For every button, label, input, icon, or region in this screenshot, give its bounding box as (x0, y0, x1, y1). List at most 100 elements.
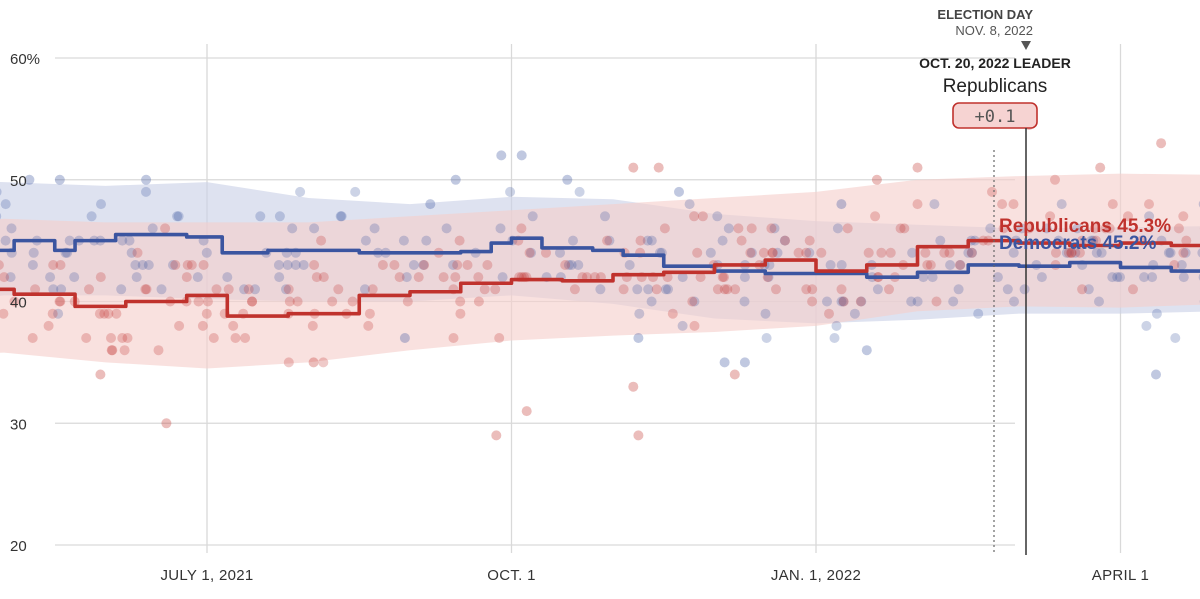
republicans-poll-dot (309, 260, 319, 270)
democrats-poll-dot (1, 199, 11, 209)
democrats-poll-dot (29, 248, 39, 258)
democrats-poll-dot (299, 260, 309, 270)
republicans-poll-dot (987, 187, 997, 197)
democrats-poll-dot (1107, 272, 1117, 282)
republicans-outlier-poll-dot (522, 406, 532, 416)
republicans-poll-dot (602, 236, 612, 246)
republicans-poll-dot (348, 297, 358, 307)
x-tick-label: APRIL 1 (1092, 567, 1149, 584)
republicans-poll-dot (450, 272, 460, 282)
republicans-poll-dot (439, 272, 449, 282)
democrats-poll-dot (498, 272, 508, 282)
democrats-poll-dot (1164, 248, 1174, 258)
republicans-outlier-poll-dot (95, 370, 105, 380)
republicans-poll-dot (452, 260, 462, 270)
republicans-poll-dot (154, 345, 164, 355)
democrats-outlier-poll-dot (517, 150, 527, 160)
democrats-poll-dot (399, 236, 409, 246)
republicans-poll-dot (284, 357, 294, 367)
republicans-poll-dot (414, 272, 424, 282)
republicans-poll-dot (1178, 211, 1188, 221)
republicans-poll-dot (766, 223, 776, 233)
republicans-poll-dot (899, 223, 909, 233)
democrats-poll-dot (1037, 272, 1047, 282)
republicans-poll-dot (920, 248, 930, 258)
republicans-poll-dot (194, 297, 204, 307)
republicans-poll-dot (730, 284, 740, 294)
republicans-poll-dot (692, 248, 702, 258)
democrats-poll-dot (1009, 297, 1019, 307)
democrats-poll-dot (826, 260, 836, 270)
democrats-outlier-poll-dot (496, 150, 506, 160)
democrats-poll-dot (1057, 199, 1067, 209)
republicans-poll-dot (308, 321, 318, 331)
republicans-outlier-poll-dot (913, 163, 923, 173)
republicans-poll-dot (1174, 223, 1184, 233)
democrats-outlier-poll-dot (55, 175, 65, 185)
democrats-poll-dot (822, 297, 832, 307)
democrats-poll-dot (337, 211, 347, 221)
democrats-poll-dot (157, 284, 167, 294)
republicans-outlier-poll-dot (628, 382, 638, 392)
republicans-poll-dot (103, 309, 113, 319)
democrats-poll-dot (141, 187, 151, 197)
republicans-poll-dot (55, 297, 65, 307)
republicans-poll-dot (244, 284, 254, 294)
democrats-poll-dot (309, 223, 319, 233)
democrats-outlier-poll-dot (836, 199, 846, 209)
republicans-poll-dot (419, 260, 429, 270)
democrats-poll-dot (1152, 309, 1162, 319)
republicans-poll-dot (932, 297, 942, 307)
republicans-poll-dot (886, 248, 896, 258)
republicans-poll-dot (759, 248, 769, 258)
republicans-poll-dot (224, 284, 234, 294)
republicans-poll-dot (455, 309, 465, 319)
democrats-poll-dot (647, 297, 657, 307)
y-tick-label: 60% (10, 51, 40, 68)
democrats-poll-dot (1170, 333, 1180, 343)
republicans-poll-dot (560, 260, 570, 270)
republicans-poll-dot (160, 223, 170, 233)
republicans-poll-dot (745, 248, 755, 258)
republicans-poll-dot (455, 236, 465, 246)
republicans-poll-dot (170, 260, 180, 270)
democrats-poll-dot (409, 260, 419, 270)
democrats-poll-dot (295, 187, 305, 197)
x-tick-label: OCT. 1 (487, 567, 535, 584)
democrats-poll-dot (130, 260, 140, 270)
democrats-outlier-poll-dot (425, 199, 435, 209)
democrats-poll-dot (1020, 284, 1030, 294)
republicans-poll-dot (84, 284, 94, 294)
republicans-poll-dot (713, 284, 723, 294)
republicans-outlier-poll-dot (730, 370, 740, 380)
republicans-poll-dot (733, 223, 743, 233)
leader-party: Republicans (943, 76, 1048, 97)
democrats-poll-dot (361, 236, 371, 246)
democrats-poll-dot (718, 236, 728, 246)
democrats-poll-dot (973, 309, 983, 319)
republicans-poll-dot (482, 260, 492, 270)
democrats-poll-dot (287, 223, 297, 233)
democrats-outlier-poll-dot (862, 345, 872, 355)
democrats-outlier-poll-dot (562, 175, 572, 185)
democrats-poll-dot (148, 223, 158, 233)
democrats-outlier-poll-dot (400, 333, 410, 343)
republicans-outlier-poll-dot (654, 163, 664, 173)
democrats-poll-dot (172, 211, 182, 221)
democrats-poll-dot (762, 333, 772, 343)
republicans-poll-dot (856, 297, 866, 307)
republicans-poll-dot (1108, 199, 1118, 209)
republicans-poll-dot (365, 309, 375, 319)
republicans-poll-dot (199, 260, 209, 270)
democrats-poll-dot (678, 321, 688, 331)
republicans-poll-dot (780, 236, 790, 246)
republicans-poll-dot (870, 211, 880, 221)
democrats-poll-dot (421, 236, 431, 246)
republicans-poll-dot (768, 248, 778, 258)
republicans-poll-dot (922, 260, 932, 270)
republicans-poll-dot (209, 333, 219, 343)
republicans-poll-dot (1009, 199, 1019, 209)
republicans-poll-dot (824, 309, 834, 319)
republicans-poll-dot (318, 357, 328, 367)
democrats-poll-dot (496, 223, 506, 233)
